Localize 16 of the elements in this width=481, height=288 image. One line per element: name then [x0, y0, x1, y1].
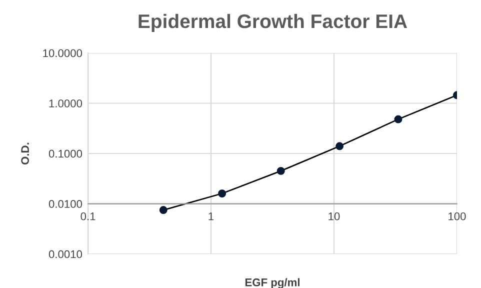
x-tick-label: 1 [208, 212, 214, 220]
point [336, 142, 344, 150]
x-tick-label: 100 [448, 212, 466, 220]
y-tick-label: 0.0100 [48, 200, 82, 208]
point [394, 115, 402, 124]
x-tick-label: 0.1 [80, 212, 96, 220]
x-tick-label: 10 [328, 212, 340, 220]
point [218, 190, 226, 198]
point [276, 166, 285, 175]
y-tick-label: 0.0010 [48, 250, 82, 258]
y-tick-label: 0.1000 [48, 150, 82, 158]
y-axis-title: O.D. [21, 142, 29, 164]
y-tick-label: 10.0000 [43, 49, 82, 58]
point [159, 206, 168, 214]
y-tick-label: 1.0000 [49, 100, 82, 108]
chart-title: Epidermal Growth Factor EIA [138, 14, 408, 32]
